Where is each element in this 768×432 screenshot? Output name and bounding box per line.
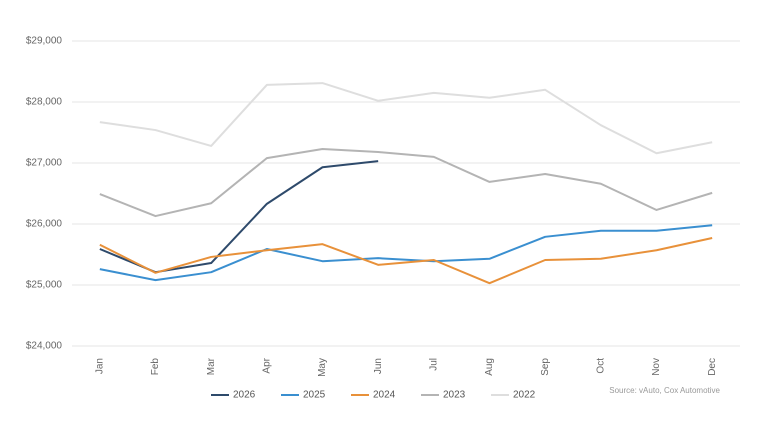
x-tick-label: Sep: [540, 358, 551, 376]
x-tick-label: Oct: [595, 358, 606, 374]
x-tick-label: Jun: [373, 358, 384, 374]
y-tick-label: $28,000: [26, 97, 63, 108]
y-tick-label: $24,000: [26, 341, 63, 352]
x-tick-label: May: [317, 358, 328, 377]
series-line: [99, 82, 713, 155]
x-tick-label: Mar: [206, 357, 217, 375]
legend-label: 2024: [373, 390, 396, 401]
source-note: Source: vAuto, Cox Automotive: [609, 386, 720, 395]
x-tick-label: Aug: [484, 358, 495, 376]
legend-label: 2022: [513, 390, 536, 401]
legend-label: 2023: [443, 390, 466, 401]
x-tick-label: Feb: [150, 358, 161, 376]
y-tick-label: $27,000: [26, 158, 63, 169]
x-tick-label: Nov: [651, 358, 662, 376]
legend-label: 2026: [233, 390, 256, 401]
y-tick-label: $25,000: [26, 280, 63, 291]
x-tick-label: Dec: [707, 358, 718, 376]
series-line: [99, 147, 713, 218]
y-tick-label: $26,000: [26, 219, 63, 230]
legend-label: 2025: [303, 390, 326, 401]
series-line: [99, 224, 713, 282]
x-tick-label: Jul: [428, 358, 439, 371]
x-tick-label: Jan: [94, 358, 105, 374]
x-tick-label: Apr: [261, 357, 272, 373]
y-tick-label: $29,000: [26, 36, 63, 47]
series-line: [99, 237, 713, 285]
